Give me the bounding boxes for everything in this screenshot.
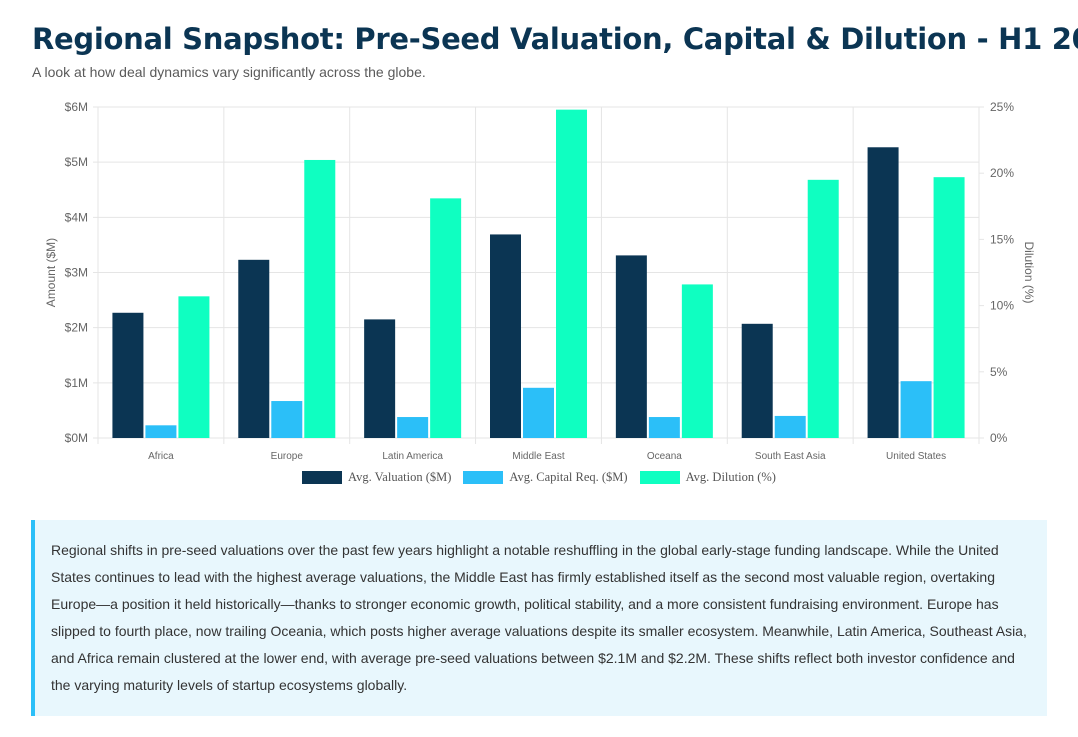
bar-capital — [397, 417, 429, 438]
bar-dilution — [807, 179, 839, 438]
bar-valuation — [112, 312, 144, 438]
y-left-tick-label: $6M — [65, 100, 88, 114]
bar-valuation — [741, 323, 773, 438]
bar-dilution — [681, 284, 713, 438]
page-title: Regional Snapshot: Pre-Seed Valuation, C… — [32, 22, 1078, 56]
bar-dilution — [556, 109, 587, 438]
x-tick-label: Europe — [271, 451, 304, 462]
x-tick-label: Middle East — [512, 451, 564, 462]
bar-valuation — [615, 255, 647, 438]
bar-valuation — [238, 259, 270, 438]
legend-item-capital[interactable]: Avg. Capital Req. ($M) — [463, 470, 628, 485]
x-tick-label: South East Asia — [755, 451, 826, 462]
x-tick-label: Oceana — [647, 451, 682, 462]
y-left-tick-label: $2M — [65, 321, 88, 335]
y-left-tick-label: $5M — [65, 155, 88, 169]
y-right-tick-label: 20% — [990, 166, 1014, 180]
page-subtitle: A look at how deal dynamics vary signifi… — [32, 64, 426, 80]
y-left-tick-label: $3M — [65, 266, 88, 280]
y-left-tick-label: $4M — [65, 210, 88, 224]
bar-dilution — [430, 198, 462, 438]
grouped-bar-chart: $0M $1M $2M $3M $4M $5M $6M 0% 5% 10% 15% 20% 25% Afr… — [44, 100, 1036, 462]
legend-swatch-dilution — [639, 471, 680, 484]
x-tick-label: United States — [886, 451, 946, 462]
bar-dilution — [304, 159, 336, 438]
bar-dilution — [178, 296, 210, 438]
bar-valuation — [364, 319, 396, 438]
y-right-tick-label: 25% — [990, 100, 1014, 114]
bar-capital — [145, 425, 177, 438]
bar-capital — [523, 387, 554, 438]
y-right-tick-label: 5% — [990, 365, 1008, 379]
bar-valuation — [490, 234, 521, 438]
bar-capital — [271, 401, 303, 438]
chart-legend: Avg. Valuation ($M) Avg. Capital Req. ($… — [0, 470, 1078, 485]
legend-item-valuation[interactable]: Avg. Valuation ($M) — [302, 470, 451, 485]
y-right-tick-label: 0% — [990, 431, 1008, 445]
bar-capital — [774, 415, 806, 438]
bar-dilution — [933, 177, 965, 438]
legend-label-valuation: Avg. Valuation ($M) — [348, 470, 452, 484]
insight-callout: Regional shifts in pre-seed valuations o… — [31, 520, 1047, 716]
bar-capital — [900, 381, 932, 438]
y-right-tick-label: 10% — [990, 299, 1014, 313]
legend-label-capital: Avg. Capital Req. ($M) — [509, 470, 628, 484]
bar-capital — [648, 417, 680, 438]
insight-text: Regional shifts in pre-seed valuations o… — [51, 542, 1027, 693]
y-left-tick-label: $1M — [65, 376, 88, 390]
y-right-tick-label: 15% — [990, 232, 1014, 246]
y-left-tick-label: $0M — [65, 431, 88, 445]
x-tick-label: Latin America — [382, 451, 443, 462]
y-left-axis-title: Amount ($M) — [44, 238, 58, 307]
legend-swatch-capital — [463, 471, 504, 484]
y-right-axis-title: Dilution (%) — [1022, 241, 1036, 303]
legend-swatch-valuation — [302, 471, 343, 484]
bar-valuation — [867, 147, 899, 438]
legend-label-dilution: Avg. Dilution (%) — [685, 470, 776, 484]
legend-item-dilution[interactable]: Avg. Dilution (%) — [639, 470, 776, 485]
x-tick-label: Africa — [148, 451, 174, 462]
